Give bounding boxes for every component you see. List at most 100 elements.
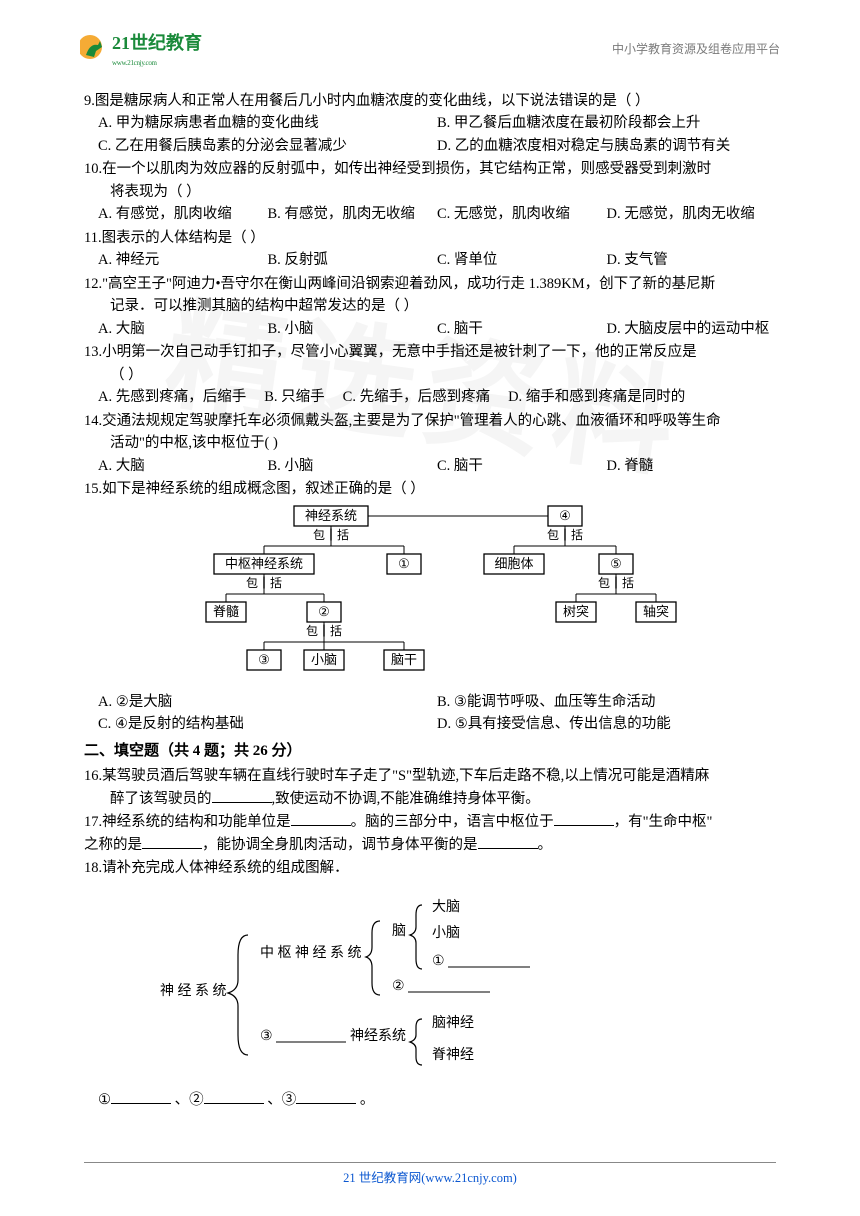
- svg-text:包┃括: 包┃括: [306, 623, 342, 638]
- svg-text:③: ③: [258, 652, 270, 667]
- q17-a: 17.神经系统的结构和功能单位是: [84, 814, 291, 830]
- q18-stem: 18.请补充完成人体神经系统的组成图解．: [84, 857, 776, 879]
- svg-text:细胞体: 细胞体: [494, 556, 533, 571]
- q9-optA: A. 甲为糖尿病患者血糖的变化曲线: [98, 112, 437, 134]
- question-14: 14.交通法规规定驾驶摩托车必须佩戴头盔,主要是为了保护"管理着人的心跳、血液循…: [84, 410, 776, 477]
- svg-text:②: ②: [318, 604, 330, 619]
- q16-line1: 16.某驾驶员酒后驾驶车辆在直线行驶时车子走了"S"型轨迹,下车后走路不稳,以上…: [84, 765, 776, 787]
- q13-optD: D. 缩手和感到疼痛是同时的: [508, 386, 703, 408]
- q14-optD: D. 脊髓: [607, 455, 777, 477]
- svg-text:脊髓: 脊髓: [213, 604, 239, 619]
- q16-b: 醉了该驾驶员的: [110, 791, 212, 807]
- q11-optB: B. 反射弧: [268, 249, 438, 271]
- section-2-title: 二、填空题（共 4 题；共 26 分）: [84, 740, 776, 763]
- page-footer: 21 世纪教育网(www.21cnjy.com): [0, 1162, 860, 1188]
- site-logo: 21世纪教育 www.21cnjy.com: [80, 30, 202, 69]
- q14-optB: B. 小脑: [268, 455, 438, 477]
- q13-optB: B. 只缩手: [264, 386, 342, 408]
- q18-blank2[interactable]: [204, 1089, 264, 1104]
- svg-text:大脑: 大脑: [432, 899, 460, 915]
- svg-text:脊神经: 脊神经: [432, 1047, 474, 1063]
- q18-blank1[interactable]: [111, 1089, 171, 1104]
- question-17: 17.神经系统的结构和功能单位是 。脑的三部分中，语言中枢位于 ，有"生命中枢" 之…: [84, 811, 776, 856]
- q9-optD: D. 乙的血糖浓度相对稳定与胰岛素的调节有关: [437, 135, 776, 157]
- q16-blank[interactable]: [212, 788, 272, 803]
- q17-line1: 17.神经系统的结构和功能单位是 。脑的三部分中，语言中枢位于 ，有"生命中枢": [84, 811, 776, 833]
- svg-text:脑干: 脑干: [391, 652, 417, 667]
- svg-text:神经系统: 神经系统: [350, 1028, 406, 1044]
- q16-c: ,致使运动不协调,不能准确维持身体平衡。: [272, 791, 540, 807]
- question-9: 9.图是糖尿病人和正常人在用餐后几小时内血糖浓度的变化曲线，以下说法错误的是（ …: [84, 90, 776, 157]
- question-12: 12."高空王子"阿迪力•吾守尔在衡山两峰间沿钢索迎着劲风，成功行走 1.389…: [84, 273, 776, 340]
- q12-stem2: 记录．可以推测其脑的结构中超常发达的是（ ）: [84, 295, 776, 317]
- svg-text:脑: 脑: [392, 923, 406, 939]
- question-16: 16.某驾驶员酒后驾驶车辆在直线行驶时车子走了"S"型轨迹,下车后走路不稳,以上…: [84, 765, 776, 810]
- q17-b: 。脑的三部分中，语言中枢位于: [351, 814, 554, 830]
- q13-optA: A. 先感到疼痛，后缩手: [98, 386, 264, 408]
- q10-stem: 10.在一个以肌肉为效应器的反射弧中，如传出神经受到损伤，其它结构正常，则感受器…: [84, 158, 776, 180]
- svg-text:⑤: ⑤: [610, 556, 622, 571]
- logo-brand: 21世纪教育: [112, 30, 202, 58]
- exam-content: 9.图是糖尿病人和正常人在用餐后几小时内血糖浓度的变化曲线，以下说法错误的是（ …: [84, 90, 776, 1112]
- logo-url: www.21cnjy.com: [112, 58, 202, 69]
- q17-d: 之称的是: [84, 837, 142, 853]
- q17-blank3[interactable]: [142, 834, 202, 849]
- q14-stem2: 活动"的中枢,该中枢位于( ): [84, 432, 776, 454]
- q18-ans-2-label: 、②: [175, 1092, 204, 1108]
- q10-optD: D. 无感觉，肌肉无收缩: [607, 203, 777, 225]
- q15-optB: B. ③能调节呼吸、血压等生命活动: [437, 691, 776, 713]
- svg-text:②: ②: [392, 979, 405, 994]
- q13-optC: C. 先缩手，后感到疼痛: [343, 386, 508, 408]
- q17-f: 。: [538, 837, 553, 853]
- svg-text:①: ①: [398, 556, 410, 571]
- question-11: 11.图表示的人体结构是（ ） A. 神经元 B. 反射弧 C. 肾单位 D. …: [84, 227, 776, 272]
- svg-text:包┃括: 包┃括: [547, 527, 583, 542]
- q14-optC: C. 脑干: [437, 455, 607, 477]
- q15-optD: D. ⑤具有接受信息、传出信息的功能: [437, 713, 776, 735]
- svg-text:①: ①: [432, 954, 445, 969]
- q11-optC: C. 肾单位: [437, 249, 607, 271]
- q12-optB: B. 小脑: [268, 318, 438, 340]
- cm-top: 神经系统: [305, 508, 357, 523]
- nerve-system-diagram: 神 经 系 统 中 枢 神 经 系 统 脑 大脑 小脑 ① ②: [160, 885, 680, 1082]
- q13-stem2: （ ）: [84, 364, 776, 386]
- question-18: 18.请补充完成人体神经系统的组成图解． 神 经 系 统 中 枢 神 经 系 统…: [84, 857, 776, 1111]
- q11-optD: D. 支气管: [607, 249, 777, 271]
- cm-4: ④: [559, 508, 571, 523]
- q17-e: ，能协调全身肌肉活动，调节身体平衡的是: [202, 837, 478, 853]
- svg-text:轴突: 轴突: [643, 604, 669, 619]
- footer-text: 21 世纪教育网(www.21cnjy.com): [343, 1171, 517, 1185]
- q10-optA: A. 有感觉，肌肉收缩: [98, 203, 268, 225]
- svg-text:包┃括: 包┃括: [313, 527, 349, 542]
- q14-optA: A. 大脑: [98, 455, 268, 477]
- svg-text:中枢神经系统: 中枢神经系统: [225, 556, 303, 571]
- q18-ans-1-label: ①: [98, 1092, 111, 1108]
- q14-stem: 14.交通法规规定驾驶摩托车必须佩戴头盔,主要是为了保护"管理着人的心跳、血液循…: [84, 410, 776, 432]
- q9-optB: B. 甲乙餐后血糖浓度在最初阶段都会上升: [437, 112, 776, 134]
- svg-text:神 经 系 统: 神 经 系 统: [160, 983, 227, 999]
- q10-optB: B. 有感觉，肌肉无收缩: [268, 203, 438, 225]
- concept-map: 神经系统 ④ 包┃括 包┃括 中枢神经系统 ①: [204, 504, 684, 686]
- logo-runner-icon: [80, 35, 108, 63]
- q18-ans-end: 。: [360, 1092, 375, 1108]
- q18-ans-3-label: 、③: [267, 1092, 296, 1108]
- svg-text:包┃括: 包┃括: [246, 575, 282, 590]
- q10-stem2: 将表现为（ ）: [84, 181, 776, 203]
- footer-divider: [84, 1162, 776, 1163]
- q18-answer-line: ① 、② 、③ 。: [84, 1089, 776, 1111]
- svg-text:③: ③: [260, 1029, 273, 1044]
- q17-blank2[interactable]: [554, 812, 614, 827]
- svg-text:包┃括: 包┃括: [598, 575, 634, 590]
- q17-blank4[interactable]: [478, 834, 538, 849]
- q11-optA: A. 神经元: [98, 249, 268, 271]
- svg-text:小脑: 小脑: [432, 925, 460, 941]
- q12-optC: C. 脑干: [437, 318, 607, 340]
- q12-optA: A. 大脑: [98, 318, 268, 340]
- q17-c: ，有"生命中枢": [614, 814, 713, 830]
- q18-blank3[interactable]: [296, 1089, 356, 1104]
- q9-optC: C. 乙在用餐后胰岛素的分泌会显著减少: [98, 135, 437, 157]
- q15-optA: A. ②是大脑: [98, 691, 437, 713]
- q17-blank1[interactable]: [291, 812, 351, 827]
- q11-stem: 11.图表示的人体结构是（ ）: [84, 227, 776, 249]
- question-15: 15.如下是神经系统的组成概念图，叙述正确的是（ ） 神经系统 ④ 包┃括 包┃…: [84, 478, 776, 736]
